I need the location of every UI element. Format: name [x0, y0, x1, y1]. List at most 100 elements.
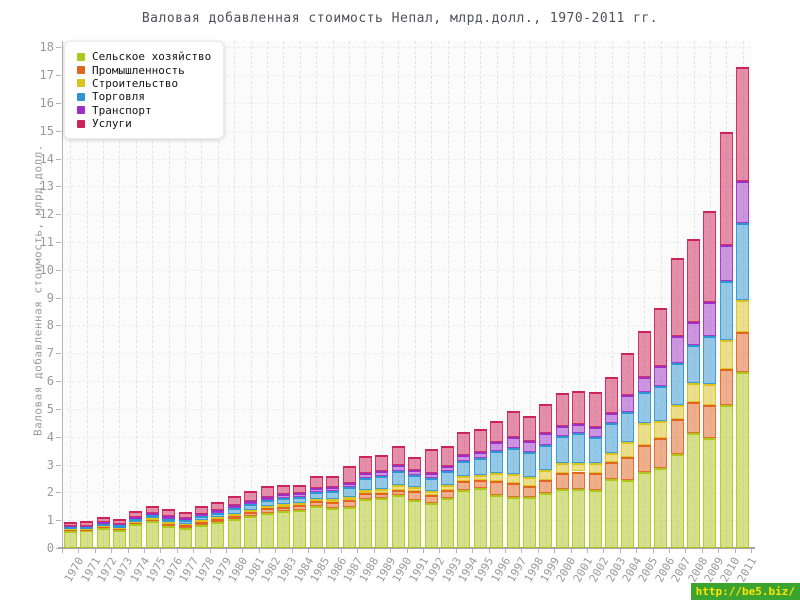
- segment-industry[interactable]: [424, 495, 438, 504]
- bar-1996[interactable]: [490, 420, 504, 548]
- bar-1978[interactable]: [194, 506, 208, 548]
- segment-construction[interactable]: [670, 405, 684, 420]
- segment-agriculture[interactable]: [441, 497, 454, 548]
- segment-construction[interactable]: [621, 441, 635, 457]
- segment-transport[interactable]: [342, 482, 356, 488]
- bar-1991[interactable]: [408, 457, 422, 548]
- segment-industry[interactable]: [293, 505, 307, 510]
- segment-transport[interactable]: [441, 465, 454, 472]
- segment-trade[interactable]: [358, 478, 372, 491]
- bar-1983[interactable]: [276, 485, 290, 548]
- segment-construction[interactable]: [572, 462, 586, 472]
- segment-construction[interactable]: [260, 506, 274, 509]
- bar-1975[interactable]: [145, 506, 159, 548]
- segment-trade[interactable]: [654, 385, 668, 421]
- segment-services[interactable]: [326, 475, 340, 487]
- segment-services[interactable]: [112, 518, 126, 525]
- segment-industry[interactable]: [523, 486, 537, 498]
- segment-transport[interactable]: [129, 517, 143, 519]
- segment-transport[interactable]: [703, 301, 717, 336]
- bar-1972[interactable]: [96, 516, 110, 548]
- segment-trade[interactable]: [178, 520, 192, 525]
- segment-trade[interactable]: [605, 422, 619, 453]
- segment-services[interactable]: [162, 509, 176, 516]
- segment-trade[interactable]: [227, 508, 241, 514]
- segment-industry[interactable]: [129, 522, 143, 525]
- segment-agriculture[interactable]: [112, 529, 126, 548]
- segment-industry[interactable]: [178, 524, 192, 528]
- segment-industry[interactable]: [63, 529, 77, 531]
- segment-services[interactable]: [80, 521, 94, 526]
- segment-trade[interactable]: [244, 504, 258, 510]
- segment-transport[interactable]: [736, 180, 750, 223]
- segment-transport[interactable]: [555, 425, 569, 436]
- segment-transport[interactable]: [391, 465, 405, 471]
- segment-industry[interactable]: [572, 471, 586, 490]
- segment-industry[interactable]: [670, 419, 684, 455]
- bar-2007[interactable]: [670, 258, 684, 548]
- segment-industry[interactable]: [605, 461, 619, 480]
- segment-services[interactable]: [96, 516, 110, 523]
- segment-construction[interactable]: [408, 487, 422, 491]
- segment-services[interactable]: [211, 501, 225, 510]
- segment-industry[interactable]: [227, 515, 241, 520]
- segment-agriculture[interactable]: [424, 503, 438, 548]
- segment-industry[interactable]: [687, 401, 701, 433]
- segment-trade[interactable]: [687, 344, 701, 384]
- bar-1984[interactable]: [293, 484, 307, 548]
- segment-construction[interactable]: [227, 513, 241, 516]
- segment-services[interactable]: [555, 393, 569, 426]
- segment-transport[interactable]: [490, 441, 504, 452]
- legend-item-industry[interactable]: Промышленность: [77, 63, 211, 77]
- segment-construction[interactable]: [441, 485, 454, 491]
- segment-construction[interactable]: [244, 509, 258, 513]
- segment-industry[interactable]: [194, 521, 208, 525]
- segment-transport[interactable]: [80, 525, 94, 527]
- segment-agriculture[interactable]: [457, 489, 471, 548]
- segment-agriculture[interactable]: [358, 498, 372, 548]
- segment-services[interactable]: [408, 457, 422, 471]
- segment-trade[interactable]: [112, 525, 126, 528]
- segment-trade[interactable]: [490, 451, 504, 473]
- bar-1976[interactable]: [162, 509, 176, 548]
- segment-services[interactable]: [129, 511, 143, 518]
- bar-2000[interactable]: [555, 393, 569, 548]
- segment-transport[interactable]: [375, 470, 389, 476]
- segment-construction[interactable]: [112, 527, 126, 529]
- segment-agriculture[interactable]: [506, 496, 520, 548]
- segment-construction[interactable]: [96, 526, 110, 527]
- segment-services[interactable]: [375, 455, 389, 471]
- segment-construction[interactable]: [358, 490, 372, 494]
- segment-trade[interactable]: [506, 448, 520, 474]
- bar-1974[interactable]: [129, 511, 143, 548]
- segment-construction[interactable]: [457, 476, 471, 482]
- segment-industry[interactable]: [457, 481, 471, 490]
- segment-industry[interactable]: [96, 526, 110, 528]
- segment-trade[interactable]: [276, 498, 290, 505]
- segment-industry[interactable]: [260, 508, 274, 513]
- bar-1973[interactable]: [112, 518, 126, 548]
- legend-item-agriculture[interactable]: Сельское хозяйство: [77, 50, 211, 63]
- segment-trade[interactable]: [457, 460, 471, 477]
- segment-trade[interactable]: [162, 518, 176, 523]
- segment-trade[interactable]: [523, 452, 537, 478]
- segment-transport[interactable]: [211, 509, 225, 513]
- segment-transport[interactable]: [96, 522, 110, 524]
- segment-trade[interactable]: [260, 500, 274, 507]
- segment-services[interactable]: [506, 410, 520, 437]
- segment-industry[interactable]: [473, 480, 487, 489]
- segment-transport[interactable]: [670, 335, 684, 364]
- segment-industry[interactable]: [276, 506, 290, 512]
- segment-transport[interactable]: [293, 492, 307, 497]
- segment-transport[interactable]: [637, 376, 651, 392]
- segment-industry[interactable]: [391, 489, 405, 496]
- segment-industry[interactable]: [375, 492, 389, 499]
- segment-services[interactable]: [654, 307, 668, 366]
- segment-services[interactable]: [145, 506, 159, 514]
- segment-trade[interactable]: [309, 492, 323, 500]
- segment-industry[interactable]: [719, 368, 733, 405]
- segment-construction[interactable]: [654, 420, 668, 438]
- segment-agriculture[interactable]: [309, 506, 323, 548]
- segment-construction[interactable]: [326, 498, 340, 502]
- segment-transport[interactable]: [178, 518, 192, 521]
